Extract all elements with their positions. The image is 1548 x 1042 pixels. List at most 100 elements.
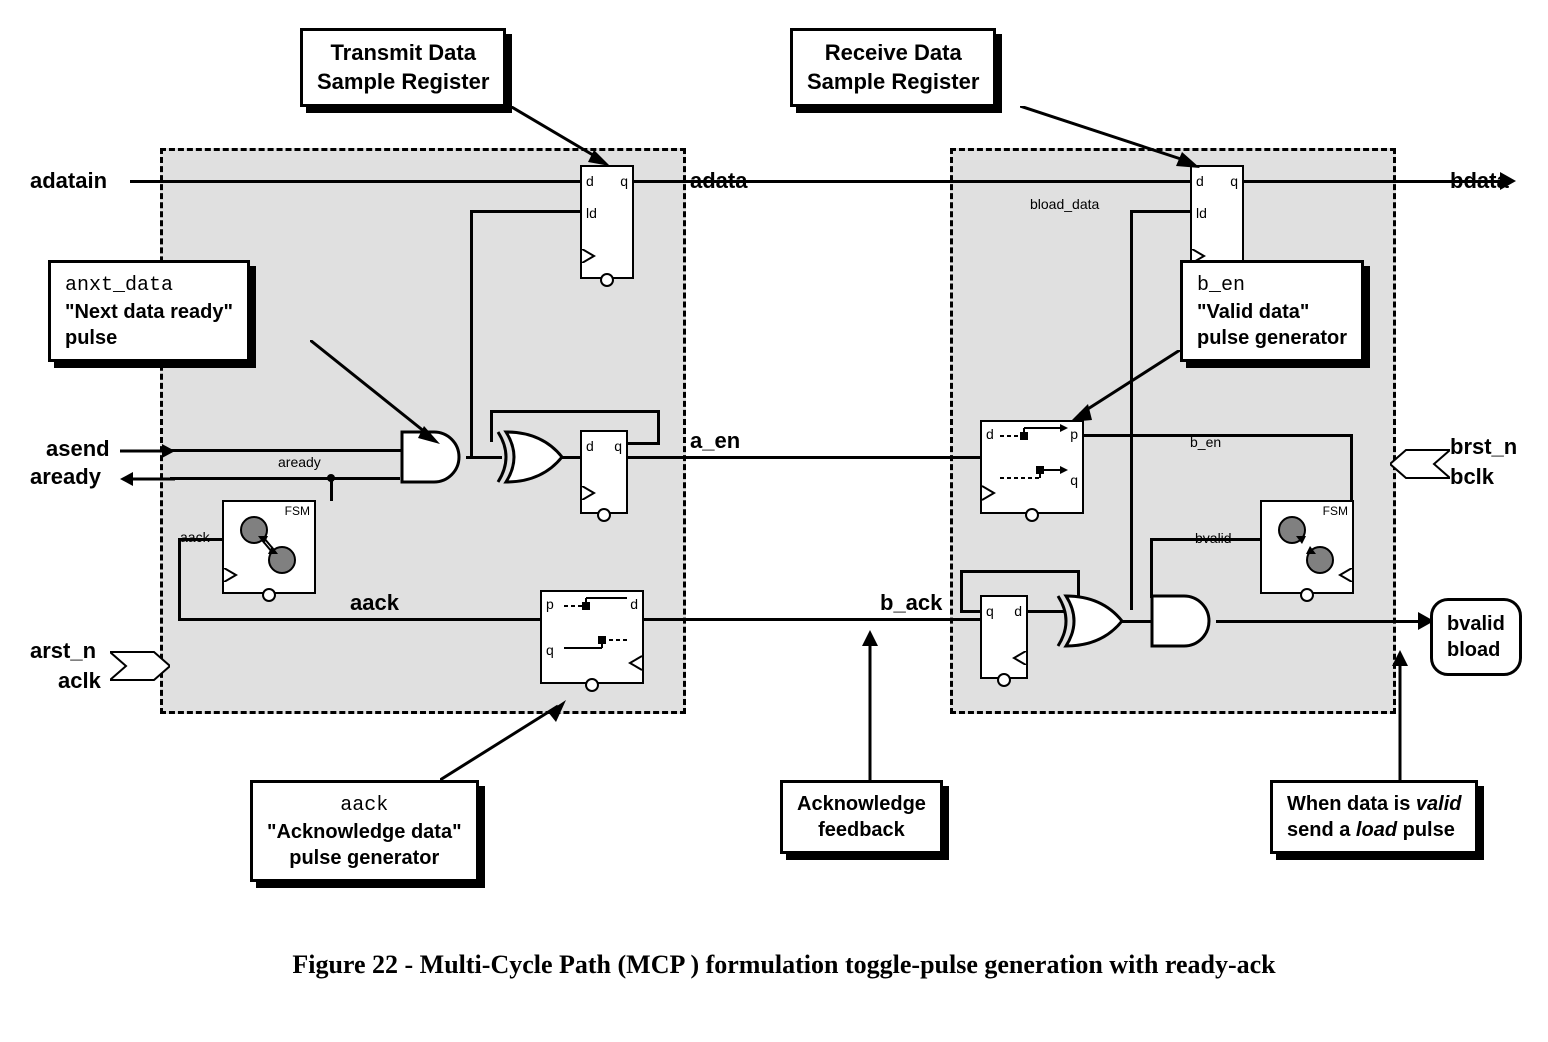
aack-sync: p d q: [540, 590, 644, 684]
sig-asend: asend: [46, 436, 110, 462]
aack-gen-box: aack "Acknowledge data" pulse generator: [250, 780, 479, 882]
w-aen-out: [624, 456, 980, 459]
ben-top: b_en: [1197, 274, 1245, 297]
sig-bvalid-in: bvalid: [1195, 530, 1232, 546]
ben-sync: d p q: [980, 420, 1084, 514]
valid-l2a: send a: [1287, 819, 1356, 841]
rx-fsm-bubble: [1300, 588, 1314, 602]
tx-sample-reg: d q ld: [580, 165, 634, 279]
tx-fsm-label: FSM: [285, 504, 310, 518]
w-aen-fb-h1: [624, 442, 660, 445]
b-en-box: b_en "Valid data" pulse generator: [1180, 260, 1364, 362]
aen-flop: d q: [580, 430, 628, 514]
asend-arrow: [120, 442, 175, 460]
aready-dot: [326, 473, 336, 483]
bvalid-label: bvalid: [1447, 613, 1505, 635]
anxt-data-box: anxt_data "Next data ready" pulse: [48, 260, 250, 362]
sig-aready: aready: [30, 464, 101, 490]
w-aready: [170, 477, 400, 480]
w-aack-h: [178, 618, 540, 621]
w-adatain: [130, 180, 580, 183]
bvalid-bload-box: bvalid bload: [1430, 598, 1522, 676]
sig-aack: aack: [350, 590, 399, 616]
aack-gen-arrow: [440, 700, 570, 790]
sig-aack-fsm: aack: [180, 529, 210, 545]
ackfb-arrow: [850, 630, 890, 790]
valid-l1b: valid: [1416, 793, 1462, 815]
sig-adatain: adatain: [30, 168, 107, 194]
arst-clk-arrow: [110, 640, 170, 692]
ben-sync-bubble: [1025, 508, 1039, 522]
ackfb-l1: Acknowledge: [797, 793, 926, 815]
tx-fsm: FSM: [222, 500, 316, 594]
back-q: q: [986, 603, 994, 619]
aen-d: d: [586, 438, 594, 454]
sig-adata: adata: [690, 168, 747, 194]
anxt-top: anxt_data: [65, 274, 173, 297]
back-flop: q d: [980, 595, 1028, 679]
w-bvalid-v: [1150, 538, 1153, 598]
rx-title-box: Receive DataSample Register: [790, 28, 996, 107]
sig-aclk: aclk: [58, 668, 101, 694]
w-aen-fb-v: [657, 410, 660, 445]
w-ben-out2: [1350, 434, 1353, 502]
rx-fsm: FSM: [1260, 500, 1354, 594]
valid-arrow: [1370, 650, 1430, 790]
brst-clk-arrow: [1390, 438, 1450, 490]
sig-bclk: bclk: [1450, 464, 1494, 490]
tx-reg-bubble: [600, 273, 614, 287]
aready-arrow: [120, 470, 175, 488]
w-aen-fb-h2: [490, 410, 660, 413]
aack-bot: pulse generator: [289, 847, 439, 869]
w-txld-h: [470, 210, 582, 213]
rx-and-gate: [1150, 594, 1220, 648]
back-clk: [1012, 651, 1026, 665]
bload-label: bload: [1447, 639, 1500, 661]
rx-title-text: Receive DataSample Register: [807, 40, 979, 94]
back-d: d: [1014, 603, 1022, 619]
sig-brst-n: brst_n: [1450, 434, 1517, 460]
ben-arrow: [1070, 350, 1190, 430]
sig-b-en-in: b_en: [1190, 434, 1221, 450]
rx-xor-gate: [1050, 592, 1130, 650]
figure-caption: Figure 22 - Multi-Cycle Path (MCP ) form…: [10, 950, 1548, 980]
anxt-arrow: [310, 340, 450, 450]
ben-mid: "Valid data": [1197, 301, 1309, 323]
ackfb-l2: feedback: [818, 819, 905, 841]
tx-fsm-clk: [224, 568, 238, 582]
w-ben-out: [1080, 434, 1260, 437]
anxt-mid: "Next data ready": [65, 301, 233, 323]
w-back-fb-v: [960, 570, 963, 613]
ackfb-box: Acknowledge feedback: [780, 780, 943, 854]
tx-fsm-bubble: [262, 588, 276, 602]
aen-q: q: [614, 438, 622, 454]
w-aack-v: [178, 538, 181, 621]
sig-arst-n: arst_n: [30, 638, 96, 664]
w-back-h: [640, 618, 982, 621]
aack-sync-bubble: [585, 678, 599, 692]
w-bload-h: [1130, 210, 1190, 213]
rx-title-arrow: [1020, 106, 1200, 176]
w-ben-h2: [1260, 434, 1353, 437]
tx-reg-clk: [582, 249, 596, 263]
valid-l1: When data is: [1287, 793, 1416, 815]
rx-reg-q: q: [1230, 173, 1238, 189]
anxt-bot: pulse: [65, 327, 117, 349]
valid-l2c: pulse: [1397, 819, 1455, 841]
ben-bot: pulse generator: [1197, 327, 1347, 349]
tx-title-text: Transmit DataSample Register: [317, 40, 489, 94]
rx-fsm-label: FSM: [1323, 504, 1348, 518]
tx-title-box: Transmit DataSample Register: [300, 28, 506, 107]
aen-clk: [582, 486, 596, 500]
tx-reg-ld: ld: [586, 205, 597, 221]
w-back-fb-h1: [960, 610, 980, 613]
diagram-canvas: Transmit DataSample Register Receive Dat…: [10, 10, 1548, 1032]
ben-sync-svg: [982, 422, 1082, 512]
aack-mid: "Acknowledge data": [267, 821, 462, 843]
sig-aready-in: aready: [278, 454, 321, 470]
tx-xor-gate: [490, 428, 570, 486]
aack-top: aack: [340, 794, 388, 817]
aack-sync-svg: [542, 592, 642, 682]
rx-reg-ld: ld: [1196, 205, 1207, 221]
valid-l2b: load: [1356, 819, 1397, 841]
